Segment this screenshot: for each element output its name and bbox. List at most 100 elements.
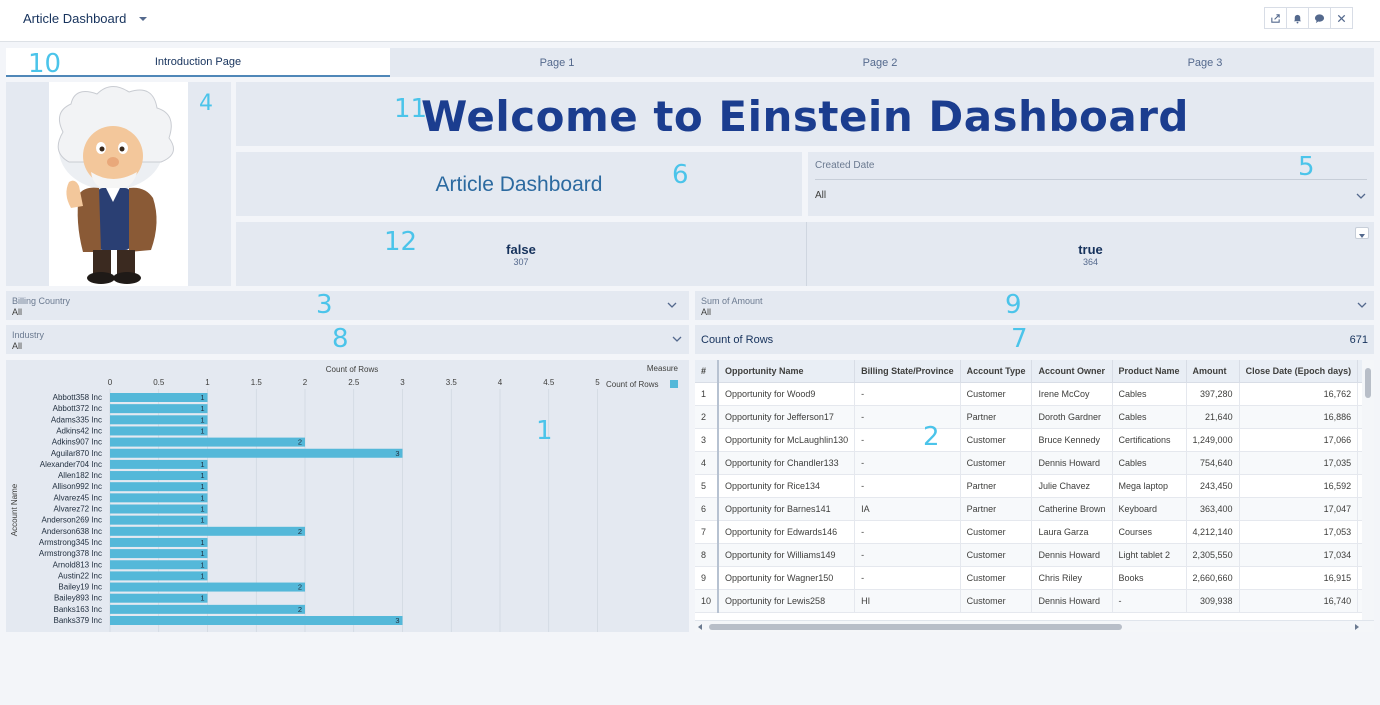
metric-value: 671 [1349, 334, 1368, 346]
comments-button[interactable] [1308, 7, 1331, 29]
bar[interactable] [110, 426, 208, 436]
bar[interactable] [110, 582, 305, 592]
horizontal-scrollbar[interactable] [695, 620, 1374, 632]
table-row[interactable]: 8 Opportunity for Williams149- Customer Den… [695, 543, 1374, 567]
chevron-down-icon[interactable] [138, 14, 148, 24]
y-tick-label: Allison992 Inc [52, 482, 102, 491]
table-cell: 2,660,660 [1186, 566, 1240, 590]
toggle-option-false[interactable]: false 307 [236, 222, 806, 286]
toggle-option-true[interactable]: true 364 [807, 222, 1374, 286]
x-tick-label: 4.5 [543, 378, 555, 387]
bar[interactable] [110, 537, 208, 547]
bar[interactable] [110, 504, 208, 514]
bar[interactable] [110, 415, 208, 425]
sum-of-amount-filter[interactable]: Sum of Amount All 9 [695, 291, 1374, 320]
billing-country-filter[interactable]: Billing Country All 3 [6, 291, 689, 320]
bar[interactable] [110, 604, 305, 614]
bar-value-label: 1 [200, 505, 204, 514]
notifications-button[interactable] [1286, 7, 1309, 29]
table-row[interactable]: 1 Opportunity for Wood9- Customer Irene McC… [695, 382, 1374, 406]
bar[interactable] [110, 493, 208, 503]
filter-value: All [12, 307, 23, 317]
y-tick-label: Allen182 Inc [58, 471, 102, 480]
count-of-rows-widget: Count of Rows 671 7 [695, 325, 1374, 354]
bar[interactable] [110, 515, 208, 525]
column-header[interactable]: Opportunity Name [718, 360, 856, 383]
x-tick-label: 3 [400, 378, 405, 387]
vertical-scrollbar[interactable] [1362, 360, 1374, 620]
scrollbar-thumb[interactable] [709, 624, 1122, 630]
table-cell: Books [1112, 566, 1187, 590]
table-cell: Laura Garza [1031, 520, 1113, 544]
column-header[interactable]: Amount [1186, 360, 1240, 383]
table-cell: Partner [960, 474, 1033, 498]
chevron-down-icon[interactable] [672, 336, 682, 342]
column-header[interactable]: # [695, 360, 720, 383]
table-cell: Opportunity for Wagner150 [718, 566, 856, 590]
column-header[interactable]: Account Type [960, 360, 1033, 383]
table-row[interactable]: 5 Opportunity for Rice134- Partner Julie Ch… [695, 474, 1374, 498]
table-row[interactable]: 3 Opportunity for McLaughlin130- Customer B… [695, 428, 1374, 452]
scroll-right-icon[interactable] [1354, 624, 1360, 630]
y-axis-label: Account Name [10, 483, 19, 536]
tab-page-1[interactable]: Page 1 [539, 56, 575, 69]
table-row[interactable]: 9 Opportunity for Wagner150- Customer Chris… [695, 566, 1374, 590]
chevron-down-icon[interactable] [1356, 193, 1366, 199]
y-tick-label: Armstrong378 Inc [39, 549, 102, 558]
bar[interactable] [110, 616, 403, 625]
toggle-menu-button[interactable] [1355, 227, 1369, 239]
x-tick-label: 3.5 [446, 378, 458, 387]
created-date-filter[interactable]: Created Date All 5 [808, 152, 1374, 216]
table-row[interactable]: 10 Opportunity for Lewis258 HI Customer Denn… [695, 589, 1374, 613]
table-cell: 17,053 [1239, 520, 1359, 544]
y-tick-label: Bailey893 Inc [54, 594, 102, 603]
chevron-down-icon[interactable] [1357, 302, 1367, 308]
subtitle-text: Article Dashboard [435, 173, 603, 196]
tab-page-3[interactable]: Page 3 [1187, 56, 1223, 69]
close-icon [1337, 14, 1346, 22]
column-header[interactable]: Close Date (Epoch days) [1239, 360, 1359, 383]
chevron-down-icon[interactable] [667, 302, 677, 308]
table-cell: Certifications [1112, 428, 1187, 452]
bar[interactable] [110, 549, 208, 559]
tab-introduction-page[interactable]: Introduction Page [6, 48, 390, 77]
bar[interactable] [110, 459, 208, 469]
bar-value-label: 2 [298, 527, 302, 536]
bar[interactable] [110, 571, 208, 581]
column-header[interactable]: Product Name [1112, 360, 1187, 383]
filter-label: Sum of Amount [701, 296, 763, 306]
column-header[interactable]: Account Owner [1031, 360, 1113, 383]
bar[interactable] [110, 482, 208, 492]
app-header: Article Dashboard [0, 0, 1380, 42]
share-button[interactable] [1264, 7, 1287, 29]
table-cell: Dennis Howard [1031, 543, 1113, 567]
annotation-number: 8 [332, 324, 349, 354]
table-row[interactable]: 2 Opportunity for Jefferson17- Partner Doro… [695, 405, 1374, 429]
legend-entry[interactable]: Count of Rows [606, 380, 658, 389]
table-cell: Opportunity for Williams149 [718, 543, 856, 567]
table-row[interactable]: 4 Opportunity for Chandler133- Customer Den… [695, 451, 1374, 475]
bar[interactable] [110, 437, 305, 447]
table-cell: Opportunity for Wood9 [718, 382, 856, 406]
column-header[interactable]: Billing State/Province [854, 360, 961, 383]
bar[interactable] [110, 393, 208, 402]
close-button[interactable] [1330, 7, 1353, 29]
bar[interactable] [110, 526, 305, 536]
table-row[interactable]: 7 Opportunity for Edwards146- Customer Laur… [695, 520, 1374, 544]
scrollbar-thumb[interactable] [1365, 368, 1371, 398]
table-cell: Opportunity for Rice134 [718, 474, 856, 498]
industry-filter[interactable]: Industry All 8 [6, 325, 689, 354]
bar[interactable] [110, 448, 403, 458]
bar[interactable] [110, 593, 208, 603]
y-tick-label: Abbott358 Inc [53, 393, 102, 402]
tab-page-2[interactable]: Page 2 [862, 56, 898, 69]
table-cell: Customer [960, 589, 1033, 613]
bar[interactable] [110, 471, 208, 481]
table-cell: - [854, 382, 961, 406]
scroll-left-icon[interactable] [697, 624, 703, 630]
table-cell: - [854, 451, 961, 475]
bar[interactable] [110, 404, 208, 414]
bar-value-label: 1 [200, 415, 204, 424]
table-row[interactable]: 6 Opportunity for Barnes141 IA Partner Cathe… [695, 497, 1374, 521]
bar[interactable] [110, 560, 208, 570]
